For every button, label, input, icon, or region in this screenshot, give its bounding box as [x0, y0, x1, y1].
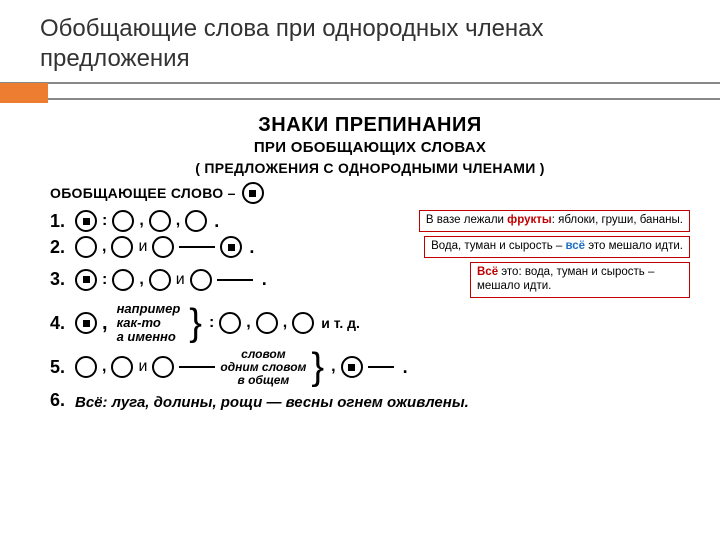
- comma-sep: ,: [137, 212, 145, 230]
- circle-icon: [75, 356, 97, 378]
- period-sep: .: [245, 237, 256, 258]
- period-sep: .: [399, 357, 410, 378]
- and-word: и: [136, 238, 149, 256]
- rule-number: 3.: [50, 269, 72, 290]
- and-word: и: [136, 358, 149, 376]
- rule-6-text: Всё: луга, долины, рощи — весны огнем ож…: [75, 394, 469, 411]
- period-sep: .: [210, 211, 221, 232]
- example-1: В вазе лежали фрукты: яблоки, груши, бан…: [419, 210, 690, 232]
- circle-icon: [111, 356, 133, 378]
- dash-icon: [179, 246, 215, 248]
- rule-5: 5. , и словом одним словом в общем } , .: [50, 348, 690, 386]
- divider-bar: [0, 82, 720, 100]
- rule-1: 1. : , , . В вазе лежали фрукты: яблоки,…: [50, 210, 690, 232]
- example-2: Вода, туман и сырость – всё это мешало и…: [424, 236, 690, 258]
- circle-icon: [75, 236, 97, 258]
- comma-sep: ,: [100, 238, 108, 256]
- circle-icon: [292, 312, 314, 334]
- colon-sep: :: [207, 314, 216, 332]
- period-sep: .: [258, 269, 269, 290]
- general-word-symbol: [242, 182, 264, 204]
- circle-icon: [112, 210, 134, 232]
- title-block: Обобщающие слова при однородных членах п…: [0, 0, 720, 82]
- circle-icon: [185, 210, 207, 232]
- circle-icon: [111, 236, 133, 258]
- circle-icon: [190, 269, 212, 291]
- inner-heading-2: ПРИ ОБОБЩАЮЩИХ СЛОВАХ: [50, 139, 690, 156]
- colon-sep: :: [100, 271, 109, 289]
- rule-6: 6. Всё: луга, долины, рощи — весны огнем…: [50, 390, 690, 411]
- dash-icon: [368, 366, 394, 368]
- comma-sep: ,: [100, 358, 108, 376]
- circle-icon: [219, 312, 241, 334]
- dash-icon: [179, 366, 215, 368]
- circle-filled-icon: [75, 210, 97, 232]
- intro-words: например как-то а именно: [113, 302, 185, 345]
- circle-icon: [149, 210, 171, 232]
- slide-title: Обобщающие слова при однородных членах п…: [40, 14, 680, 74]
- example-3: Всё это: вода, туман и сырость –мешало и…: [470, 262, 690, 298]
- circle-icon: [112, 269, 134, 291]
- circle-filled-icon: [75, 312, 97, 334]
- rules-list: 1. : , , . В вазе лежали фрукты: яблоки,…: [50, 210, 690, 411]
- comma-sep: ,: [329, 358, 337, 376]
- comma-sep: ,: [244, 314, 252, 332]
- dash-icon: [217, 279, 253, 281]
- circle-icon: [256, 312, 278, 334]
- circle-icon: [152, 356, 174, 378]
- rule-4: 4. , например как-то а именно } : , , и …: [50, 302, 690, 345]
- rule-number: 5.: [50, 357, 72, 378]
- circle-filled-icon: [341, 356, 363, 378]
- accent-box: [0, 83, 48, 103]
- circle-icon: [149, 269, 171, 291]
- comma-sep: ,: [281, 314, 289, 332]
- brace-icon: }: [187, 308, 204, 338]
- circle-icon: [152, 236, 174, 258]
- comma-sep: ,: [137, 271, 145, 289]
- brace-icon: }: [309, 352, 326, 382]
- etc-text: и т. д.: [317, 315, 360, 331]
- rule-number: 2.: [50, 237, 72, 258]
- rule-number: 4.: [50, 313, 72, 334]
- rule-number: 6.: [50, 390, 72, 411]
- rule-3: 3. : , и . Всё это: вода, туман и сырост…: [50, 262, 690, 298]
- comma-sep: ,: [100, 312, 110, 335]
- colon-sep: :: [100, 212, 109, 230]
- legend-row: ОБОБЩАЮЩЕЕ СЛОВО –: [50, 182, 690, 204]
- inner-heading-1: ЗНАКИ ПРЕПИНАНИЯ: [50, 114, 690, 137]
- comma-sep: ,: [174, 212, 182, 230]
- slide: Обобщающие слова при однородных членах п…: [0, 0, 720, 540]
- content-area: ЗНАКИ ПРЕПИНАНИЯ ПРИ ОБОБЩАЮЩИХ СЛОВАХ (…: [0, 100, 720, 411]
- circle-filled-icon: [220, 236, 242, 258]
- circle-filled-icon: [75, 269, 97, 291]
- legend-text: ОБОБЩАЮЩЕЕ СЛОВО –: [50, 185, 236, 201]
- rule-2: 2. , и . Вода, туман и сырость – всё это…: [50, 236, 690, 258]
- summary-words: словом одним словом в общем: [220, 348, 306, 386]
- and-word: и: [174, 271, 187, 289]
- rule-number: 1.: [50, 211, 72, 232]
- inner-heading-3: ( ПРЕДЛОЖЕНИЯ С ОДНОРОДНЫМИ ЧЛЕНАМИ ): [50, 160, 690, 176]
